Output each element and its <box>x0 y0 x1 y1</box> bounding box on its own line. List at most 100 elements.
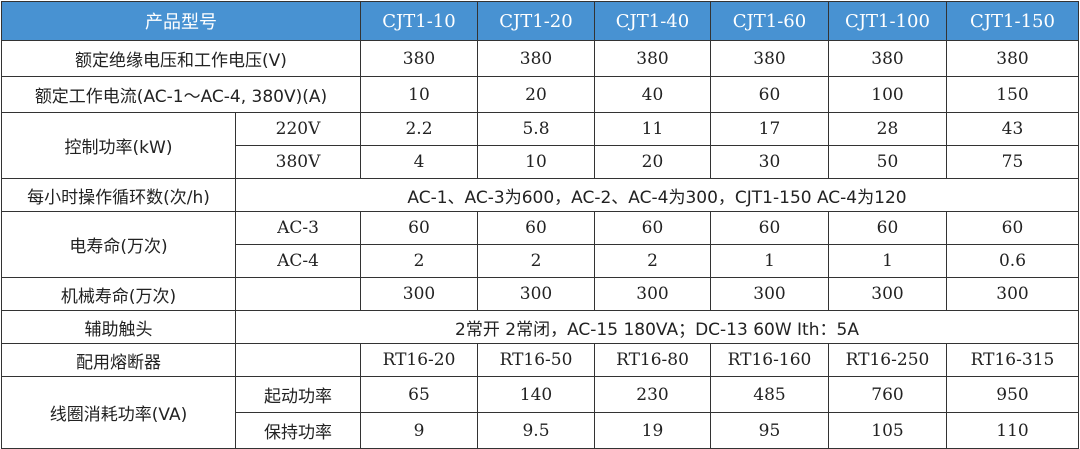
header-label: 产品型号 <box>1 1 361 41</box>
sub-label: 380V <box>235 145 361 179</box>
cell: 60 <box>946 211 1079 245</box>
electrical-life-row-ac3: 电寿命(万次) AC-3 60 60 60 60 60 60 <box>1 211 1079 278</box>
row-label: 电寿命(万次) <box>1 211 236 278</box>
model-header: CJT1-20 <box>477 1 595 41</box>
electrical-life-row-ac4: AC-4 2 2 2 1 1 0.6 <box>2 244 1079 278</box>
cell: 43 <box>946 112 1079 146</box>
cell: 300 <box>946 277 1079 311</box>
cell: 50 <box>828 145 947 179</box>
cell: 60 <box>594 211 711 245</box>
cell: 60 <box>828 211 947 245</box>
cell: 1 <box>828 244 947 278</box>
cell: 300 <box>828 277 947 311</box>
cell: 10 <box>360 76 478 113</box>
cell: 60 <box>477 211 595 245</box>
cell: 105 <box>828 412 947 449</box>
row-label: 配用熔断器 <box>1 343 236 377</box>
cell: 2.2 <box>360 112 478 146</box>
cell: 60 <box>710 211 829 245</box>
merged-cell: 2常开 2常闭，AC-15 180VA；DC-13 60W Ith：5A <box>235 310 1079 344</box>
cell: 110 <box>946 412 1079 449</box>
model-header: CJT1-150 <box>946 1 1079 41</box>
empty-cell <box>235 277 361 311</box>
sub-label: AC-4 <box>235 244 361 278</box>
merged-cell: AC-1、AC-3为600，AC-2、AC-4为300，CJT1-150 AC-… <box>235 178 1079 212</box>
cell: 2 <box>477 244 595 278</box>
cell: 60 <box>710 76 829 113</box>
cell: 11 <box>594 112 711 146</box>
cell: RT16-160 <box>710 343 829 377</box>
cell: 65 <box>360 376 478 413</box>
cell: 95 <box>710 412 829 449</box>
cell: RT16-80 <box>594 343 711 377</box>
mechanical-life-row: 机械寿命(万次) 300 300 300 300 300 300 <box>1 277 1079 311</box>
cell: 75 <box>946 145 1079 179</box>
rated-voltage-row: 额定绝缘电压和工作电压(V) 380 380 380 380 380 380 <box>1 40 1079 77</box>
row-label: 额定工作电流(AC-1～AC-4, 380V)(A) <box>1 76 361 113</box>
row-label: 每小时操作循环数(次/h) <box>1 178 236 212</box>
row-label: 线圈消耗功率(VA) <box>1 376 236 449</box>
cell: 230 <box>594 376 711 413</box>
fuse-row: 配用熔断器 RT16-20 RT16-50 RT16-80 RT16-160 R… <box>1 343 1079 377</box>
cell: 17 <box>710 112 829 146</box>
cell: 9 <box>360 412 478 449</box>
cell: 380 <box>477 40 595 77</box>
row-label: 额定绝缘电压和工作电压(V) <box>1 40 361 77</box>
cell: 20 <box>477 76 595 113</box>
cell: 100 <box>828 76 947 113</box>
cell: 300 <box>594 277 711 311</box>
cell: 380 <box>594 40 711 77</box>
cell: 40 <box>594 76 711 113</box>
empty-cell <box>235 343 361 377</box>
cell: 28 <box>828 112 947 146</box>
model-header: CJT1-60 <box>710 1 829 41</box>
cell: 150 <box>946 76 1079 113</box>
model-header: CJT1-100 <box>828 1 947 41</box>
cell: 2 <box>594 244 711 278</box>
cell: 4 <box>360 145 478 179</box>
cell: 485 <box>710 376 829 413</box>
coil-power-row-hold: 保持功率 9 9.5 19 95 105 110 <box>2 412 1079 449</box>
cell: 30 <box>710 145 829 179</box>
cell: RT16-250 <box>828 343 947 377</box>
cell: 10 <box>477 145 595 179</box>
cell: 380 <box>710 40 829 77</box>
cell: 20 <box>594 145 711 179</box>
cell: 380 <box>828 40 947 77</box>
ops-per-hour-row: 每小时操作循环数(次/h) AC-1、AC-3为600，AC-2、AC-4为30… <box>1 178 1079 212</box>
row-label: 机械寿命(万次) <box>1 277 236 311</box>
cell: 0.6 <box>946 244 1079 278</box>
cell: 1 <box>710 244 829 278</box>
cell: 300 <box>477 277 595 311</box>
sub-label: AC-3 <box>235 211 361 245</box>
cell: 2 <box>360 244 478 278</box>
cell: 19 <box>594 412 711 449</box>
row-label: 辅助触头 <box>1 310 236 344</box>
coil-power-row-start: 线圈消耗功率(VA) 起动功率 65 140 230 485 760 950 <box>1 376 1079 449</box>
cell: RT16-20 <box>360 343 478 377</box>
cell: 60 <box>360 211 478 245</box>
cell: 300 <box>360 277 478 311</box>
aux-contacts-row: 辅助触头 2常开 2常闭，AC-15 180VA；DC-13 60W Ith：5… <box>1 310 1079 344</box>
cell: 5.8 <box>477 112 595 146</box>
cell: RT16-315 <box>946 343 1079 377</box>
sub-label: 起动功率 <box>235 376 361 413</box>
control-power-row-220: 控制功率(kW) 220V 2.2 5.8 11 17 28 43 <box>1 112 1079 179</box>
cell: 9.5 <box>477 412 595 449</box>
control-power-row-380: 380V 4 10 20 30 50 75 <box>2 145 1079 179</box>
header-row: 产品型号 CJT1-10 CJT1-20 CJT1-40 CJT1-60 CJT… <box>1 1 1079 41</box>
sub-label: 220V <box>235 112 361 146</box>
row-label: 控制功率(kW) <box>1 112 236 179</box>
cell: 140 <box>477 376 595 413</box>
model-header: CJT1-10 <box>360 1 478 41</box>
sub-label: 保持功率 <box>235 412 361 449</box>
cell: 380 <box>360 40 478 77</box>
cell: 760 <box>828 376 947 413</box>
cell: RT16-50 <box>477 343 595 377</box>
rated-current-row: 额定工作电流(AC-1～AC-4, 380V)(A) 10 20 40 60 1… <box>1 76 1079 113</box>
model-header: CJT1-40 <box>594 1 711 41</box>
cell: 300 <box>710 277 829 311</box>
cell: 380 <box>946 40 1079 77</box>
cell: 950 <box>946 376 1079 413</box>
